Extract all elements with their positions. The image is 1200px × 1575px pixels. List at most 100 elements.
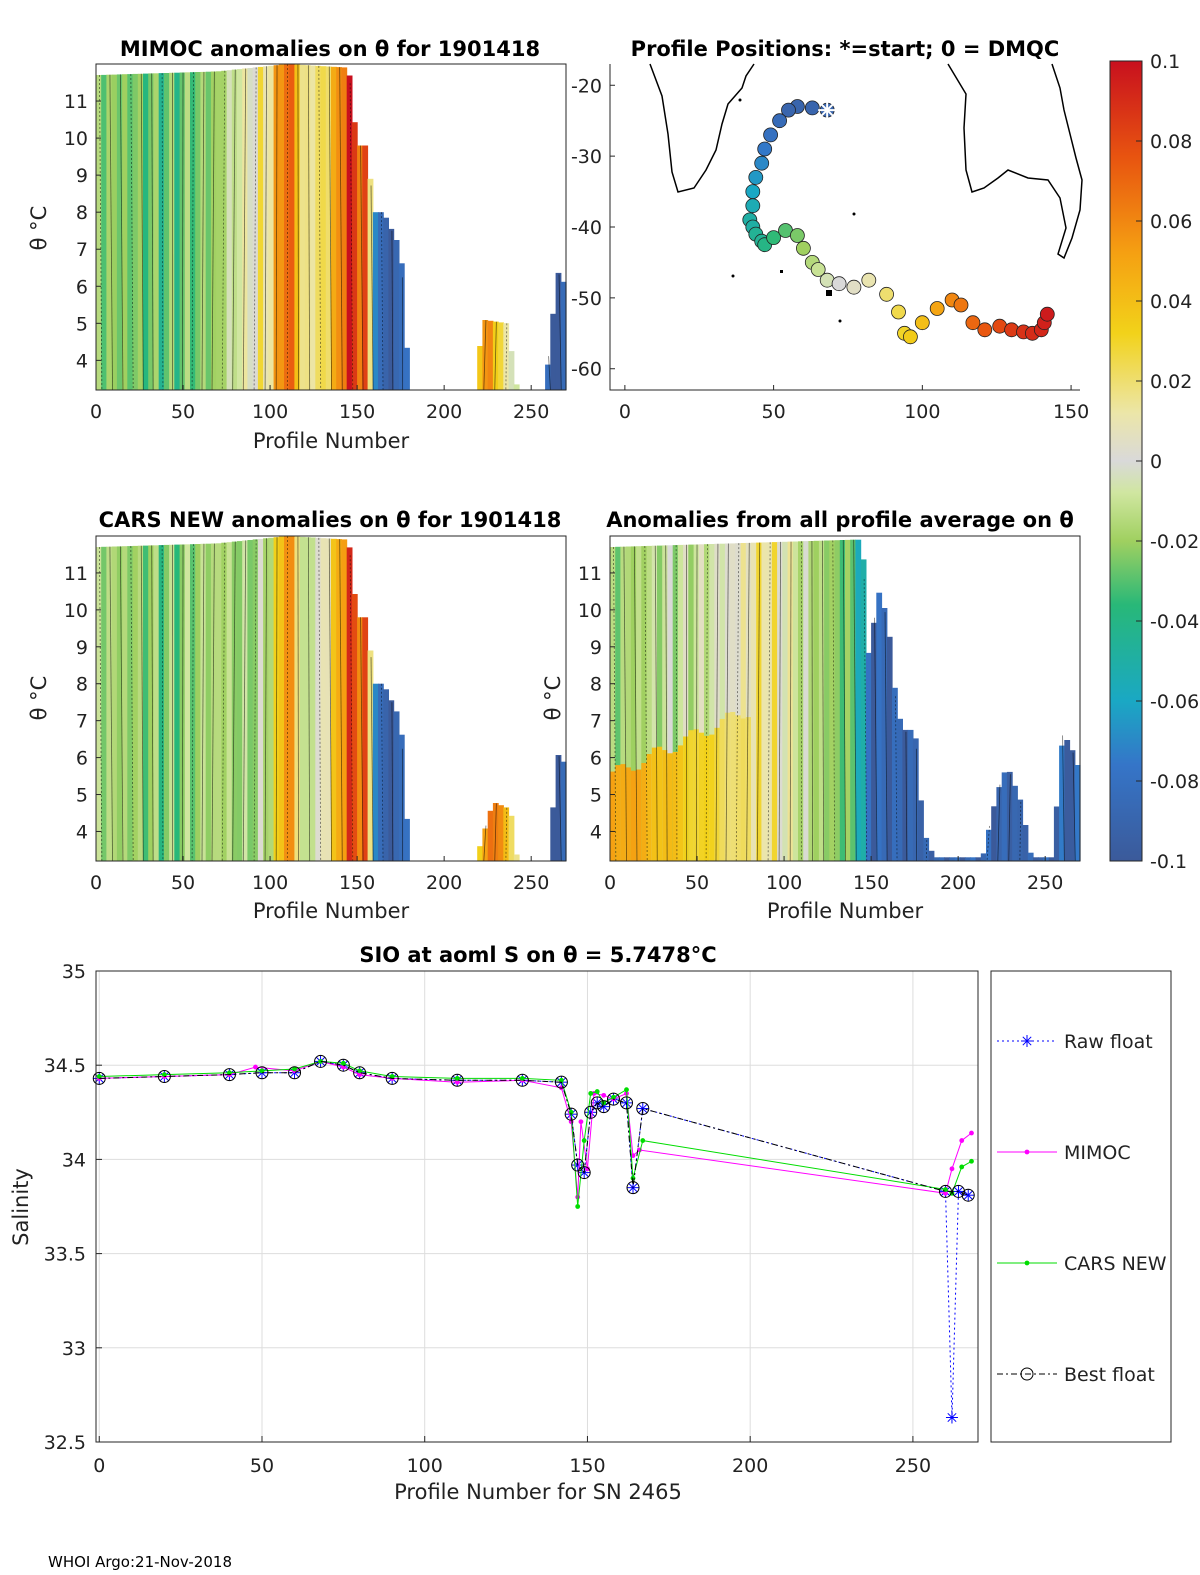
heatmap-cell (709, 544, 715, 861)
data-point (624, 1087, 629, 1093)
heatmap-cell (378, 212, 384, 390)
heatmap-cell (299, 536, 306, 861)
contour-line (307, 65, 311, 391)
heatmap-cell (106, 74, 113, 390)
heatmap-cell (740, 718, 747, 861)
heatmap-cell (372, 683, 379, 861)
heatmap-cell (865, 652, 872, 861)
contour-line (391, 702, 394, 862)
contour-line (191, 72, 194, 391)
contour-line (328, 66, 332, 391)
y-tick-label: 34.5 (44, 1055, 86, 1077)
heatmap-cell (143, 73, 149, 390)
contour-line (307, 537, 311, 862)
contour-line (253, 67, 257, 391)
heatmap-cell (383, 217, 389, 390)
heatmap-cell (892, 687, 898, 861)
contour-line (613, 546, 617, 862)
heatmap-cell (237, 69, 243, 390)
heatmap-cell (824, 540, 830, 861)
heatmap-cell (677, 544, 684, 861)
contour-line (130, 74, 134, 391)
heatmap-cell (1043, 857, 1050, 861)
heatmap-cell (555, 272, 562, 390)
heatmap-cell (226, 542, 233, 861)
data-point (581, 1138, 587, 1143)
contour-line (1008, 774, 1011, 862)
profile-point (879, 286, 894, 302)
heatmap-cell (351, 594, 358, 861)
heatmap-cell (148, 545, 154, 861)
heatmap-cell (513, 854, 520, 861)
contour-line (832, 540, 836, 862)
heatmap-cell (636, 546, 642, 861)
heatmap-cell (231, 69, 238, 390)
profile-point (745, 184, 761, 200)
contour-line (161, 545, 164, 862)
legend-item: MIMOC (997, 1142, 1131, 1164)
contour-line (191, 544, 194, 862)
heatmap-cell (331, 66, 337, 391)
heatmap-cell (252, 539, 259, 861)
heatmap-cell (393, 711, 400, 861)
data-point (161, 1072, 167, 1078)
data-point (938, 1184, 952, 1198)
y-tick-label: 10 (578, 600, 602, 622)
heatmap-cell (127, 546, 134, 861)
heatmap-cell (803, 541, 809, 861)
heatmap-cell (688, 730, 695, 861)
start-star-stroke (820, 102, 835, 118)
data-point (559, 1077, 564, 1083)
positions-title: Profile Positions: *=start; 0 = DMQC (631, 37, 1060, 61)
mimoc-axes-box (95, 63, 567, 391)
heatmap-cell (278, 64, 285, 390)
heatmap-cell (346, 75, 353, 390)
heatmap-cell (735, 715, 742, 861)
y-tick-label: 11 (64, 563, 88, 585)
contour-line (99, 75, 103, 391)
heatmap-cell (902, 729, 909, 861)
heatmap-cell (1053, 806, 1060, 861)
contour-line (778, 541, 781, 862)
heatmap-cell (646, 754, 653, 861)
heatmap-cell (615, 546, 621, 861)
africa-coastline (649, 63, 755, 193)
heatmap-cell (657, 746, 663, 861)
heatmap-cell (698, 544, 705, 861)
heatmap-cell (487, 810, 494, 861)
contour-line (201, 71, 205, 391)
contour-line (211, 71, 215, 391)
data-point (292, 1066, 297, 1072)
heatmap-cell (320, 538, 327, 861)
data-point (577, 1166, 591, 1180)
contour-line (381, 683, 384, 862)
heatmap-cell (667, 753, 674, 861)
data-point (259, 1068, 265, 1074)
heatmap-cell (111, 74, 118, 390)
island-marker (780, 270, 783, 273)
heatmap-cell (257, 538, 264, 861)
y-tick-label: 11 (64, 91, 88, 113)
data-point (594, 1089, 600, 1094)
legend-label: MIMOC (1064, 1142, 1131, 1164)
heatmap-cell (482, 828, 489, 861)
y-tick-label: 4 (76, 821, 88, 843)
heatmap-cell (939, 857, 945, 861)
contour-line (221, 70, 226, 391)
data-point (959, 1138, 965, 1143)
heatmap-cell (714, 727, 721, 861)
profile-point (965, 315, 981, 331)
heatmap-cell (169, 544, 175, 861)
profile-point (804, 100, 820, 116)
heatmap-cell (158, 545, 165, 861)
contour-line (665, 545, 668, 862)
heatmap-cell (761, 542, 768, 861)
data-point (969, 1158, 974, 1164)
profile-point (929, 301, 945, 316)
data-point (519, 1075, 525, 1081)
data-point (951, 1184, 965, 1198)
data-point (630, 1175, 636, 1181)
profile-point (810, 262, 826, 277)
heatmap-cell (871, 622, 877, 861)
heatmap-cell (310, 65, 316, 390)
